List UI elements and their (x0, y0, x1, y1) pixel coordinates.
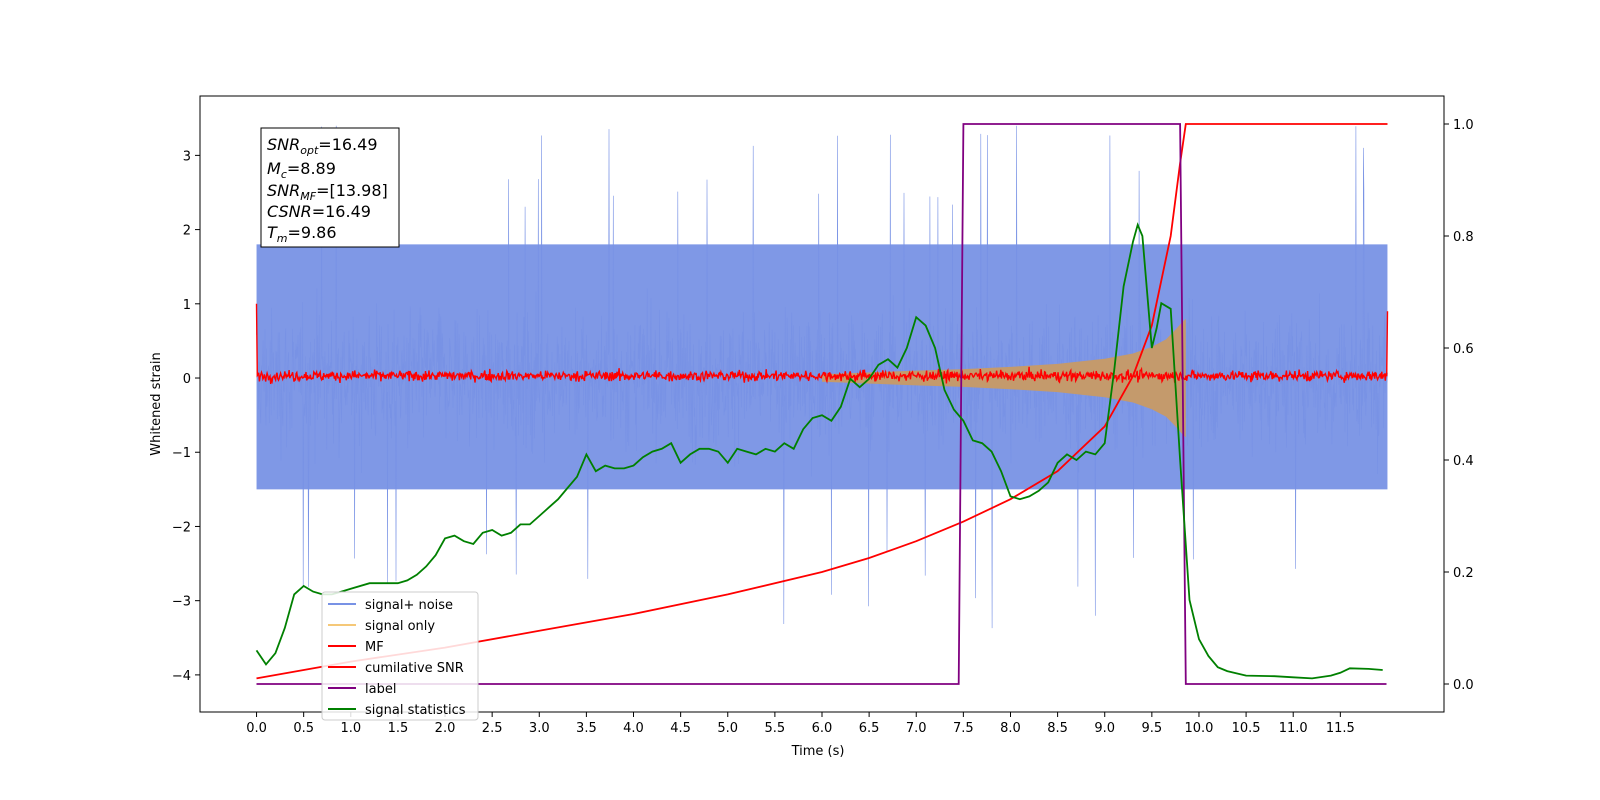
series-mf (255, 303, 1389, 385)
x-tick-label: 7.0 (906, 721, 927, 736)
y-left-tick-label: 1 (183, 298, 191, 313)
y-axis-label: Whitened strain (149, 352, 164, 455)
x-tick-label: 2.5 (482, 721, 503, 736)
y-axis-right-ticks: 1.0 0.8 0.6 0.4 0.2 0.0 (1444, 118, 1474, 693)
x-tick-label: 9.0 (1094, 721, 1115, 736)
info-snr-opt: SNRopt=16.49 (267, 135, 378, 157)
x-tick-label: 0.5 (293, 721, 314, 736)
y-left-tick-label: −4 (172, 669, 191, 684)
series-signal-noise (256, 125, 1388, 629)
y-right-tick-label: 0.8 (1453, 230, 1474, 245)
y-left-tick-label: −3 (172, 595, 191, 610)
x-tick-label: 8.5 (1047, 721, 1068, 736)
x-tick-label: 3.5 (576, 721, 597, 736)
x-tick-label: 0.0 (246, 721, 267, 736)
x-tick-label: 10.0 (1184, 721, 1213, 736)
x-tick-label: 2.0 (435, 721, 456, 736)
y-right-tick-label: 1.0 (1453, 118, 1474, 133)
x-tick-label: 11.0 (1279, 721, 1308, 736)
series-label (256, 123, 1387, 685)
x-tick-label: 9.5 (1142, 721, 1163, 736)
info-csnr: CSNR=16.49 (267, 202, 371, 221)
plot-area (255, 123, 1389, 685)
series-signal-statistics (255, 222, 1383, 680)
y-right-tick-label: 0.4 (1453, 454, 1474, 469)
x-tick-label: 11.5 (1326, 721, 1355, 736)
y-left-tick-label: 0 (183, 372, 191, 387)
y-axis-left-ticks: 3 2 1 0 −1 −2 −3 −4 (172, 149, 200, 684)
legend-frame (321, 591, 479, 721)
x-tick-label: 3.0 (529, 721, 550, 736)
legend-label-cumulative-snr: cumilative SNR (365, 661, 464, 676)
legend: signal+ noise signal only MF cumilative … (321, 591, 479, 721)
x-tick-label: 6.5 (859, 721, 880, 736)
y-right-tick-label: 0.0 (1453, 678, 1474, 693)
y-right-tick-label: 0.6 (1453, 342, 1474, 357)
legend-label-signal-only: signal only (365, 619, 435, 634)
info-tm: Tm=9.86 (267, 223, 337, 245)
info-mc: Mc=8.89 (267, 159, 336, 181)
x-tick-label: 4.5 (670, 721, 691, 736)
x-tick-label: 8.0 (1000, 721, 1021, 736)
y-right-tick-label: 0.2 (1453, 566, 1474, 581)
x-tick-label: 7.5 (953, 721, 974, 736)
x-tick-label: 1.0 (340, 721, 361, 736)
x-axis-label: Time (s) (791, 744, 845, 759)
x-tick-label: 1.5 (388, 721, 409, 736)
legend-label-signal-statistics: signal statistics (365, 703, 466, 718)
x-tick-label: 6.0 (812, 721, 833, 736)
y-left-tick-label: −1 (172, 446, 191, 461)
info-box: SNRopt=16.49 Mc=8.89 SNRMF=[13.98] CSNR=… (260, 127, 400, 248)
x-tick-label: 5.0 (717, 721, 738, 736)
legend-label-signal-noise: signal+ noise (365, 598, 453, 613)
info-snr-mf: SNRMF=[13.98] (267, 181, 388, 203)
legend-label-label: label (365, 682, 396, 697)
y-left-tick-label: 3 (183, 149, 191, 164)
legend-label-mf: MF (365, 640, 384, 655)
y-left-tick-label: −2 (172, 520, 191, 535)
x-axis-ticks: 0.0 0.5 1.0 1.5 2.0 2.5 3.0 3.5 4.0 4.5 5.0 5.5 6.0 6… (246, 712, 1355, 736)
x-tick-label: 4.0 (623, 721, 644, 736)
x-tick-label: 10.5 (1232, 721, 1261, 736)
x-tick-label: 5.5 (765, 721, 786, 736)
series-signal-noise-band (256, 244, 1388, 490)
info-box-frame (260, 127, 400, 248)
y-left-tick-label: 2 (183, 224, 191, 239)
